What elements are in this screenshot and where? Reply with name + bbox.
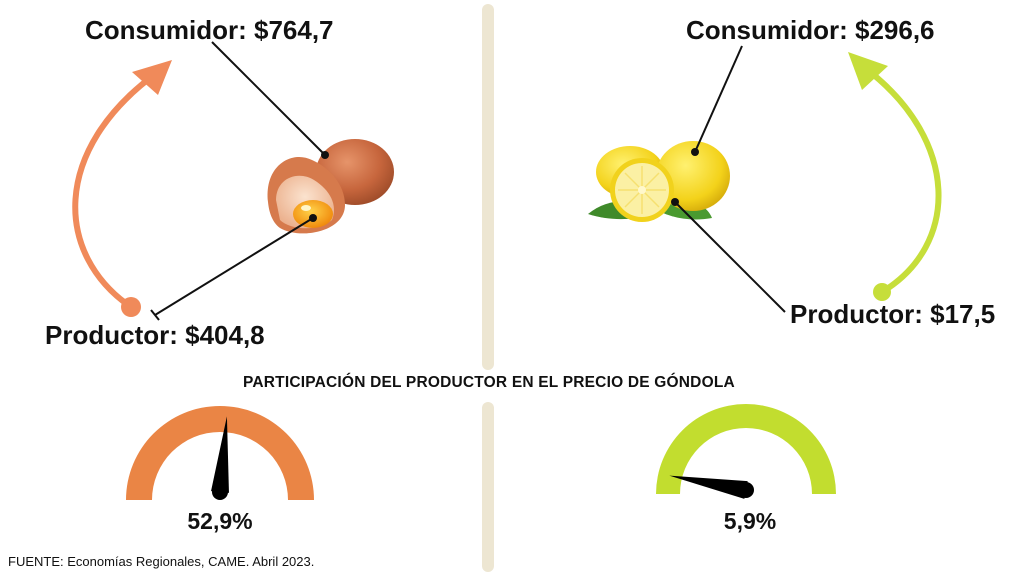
left-consumer-price: Consumidor: $764,7 [85, 15, 334, 45]
right-gauge-arc [656, 404, 836, 494]
right-gauge-value: 5,9% [723, 508, 777, 534]
left-gauge-value: 52,9% [187, 508, 253, 534]
center-divider-bottom [482, 402, 494, 572]
center-divider-top [482, 4, 494, 370]
left-gauge-hub [212, 484, 228, 500]
source-note: FUENTE: Economías Regionales, CAME. Abri… [8, 554, 315, 569]
right-producer-price: Productor: $17,5 [790, 299, 996, 329]
headline: PARTICIPACIÓN DEL PRODUCTOR EN EL PRECIO… [243, 374, 735, 391]
right-gauge-hub [738, 482, 754, 498]
right-consumer-price: Consumidor: $296,6 [686, 15, 935, 45]
left-producer-price: Productor: $404,8 [45, 320, 265, 350]
left-gauge-arc [126, 406, 314, 500]
right-gauge-needle [669, 475, 748, 499]
left-gauge-needle [211, 416, 229, 493]
